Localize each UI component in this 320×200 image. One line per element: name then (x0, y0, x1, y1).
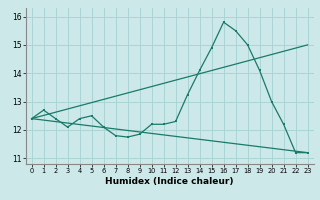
X-axis label: Humidex (Indice chaleur): Humidex (Indice chaleur) (105, 177, 234, 186)
